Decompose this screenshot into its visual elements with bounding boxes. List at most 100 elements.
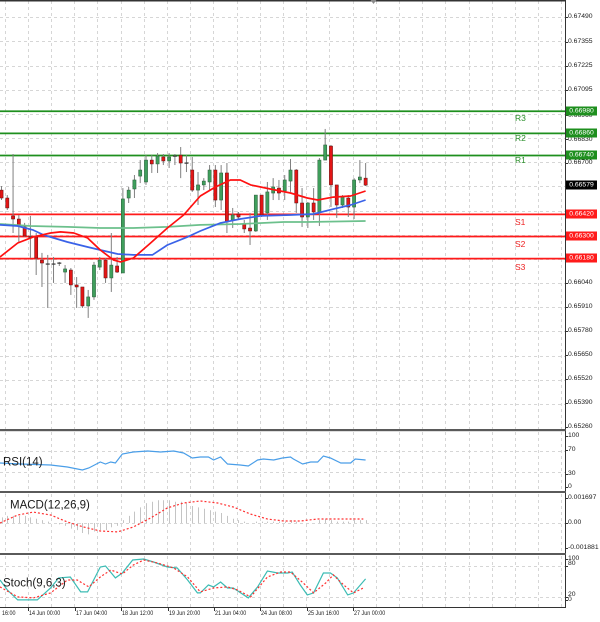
- candle: [358, 160, 362, 184]
- candle-body-bullish: [126, 189, 131, 199]
- candle: [132, 174, 137, 199]
- candle-body-bearish: [213, 169, 218, 201]
- price-axis-label: 0.65780: [568, 327, 593, 334]
- chart-shift-marker-icon[interactable]: [370, 0, 377, 4]
- candle-body-bearish: [34, 236, 39, 259]
- candle-body-bullish: [63, 268, 67, 273]
- stoch-scale-label: 80: [568, 560, 576, 567]
- candle: [167, 153, 171, 168]
- candle-doji: [57, 262, 62, 264]
- grid: [0, 1, 565, 607]
- candle: [63, 265, 67, 283]
- candle: [184, 155, 189, 173]
- price-axis-label: 0.65260: [568, 423, 593, 430]
- macd-scale-label: 0.001697: [568, 494, 597, 501]
- level-label-s1: S1: [515, 217, 526, 227]
- candle: [172, 153, 177, 166]
- candle-doji: [28, 236, 33, 238]
- candle-body-bearish: [69, 269, 73, 286]
- candle: [97, 256, 102, 271]
- candle-doji: [51, 263, 56, 265]
- candle-body-bullish: [207, 169, 212, 183]
- candle-body-bullish: [155, 155, 160, 165]
- candle-body-bearish: [190, 169, 195, 191]
- candle: [201, 178, 206, 191]
- level-label-s2: S2: [515, 239, 526, 249]
- candle-body-bearish: [329, 145, 333, 186]
- candle: [103, 258, 108, 283]
- rsi-scale-label: 100: [568, 432, 580, 439]
- candle: [126, 186, 131, 203]
- moving-average-slow: [0, 220, 366, 229]
- candle-body-bearish: [311, 202, 316, 213]
- price-axis-label: 0.65650: [568, 351, 593, 358]
- candle-body-bearish: [248, 227, 252, 232]
- candle-body-bullish: [219, 172, 223, 201]
- candle-body-bearish: [0, 189, 4, 199]
- pane-separator-rsi[interactable]: [0, 429, 566, 432]
- level-price-tag-r1: 0.66740: [566, 150, 597, 160]
- candle-body-bullish: [86, 296, 91, 307]
- candle-body-bullish: [230, 214, 235, 221]
- candle: [253, 194, 258, 232]
- level-label-s3: S3: [515, 262, 526, 272]
- price-axis-label: 0.65520: [568, 375, 593, 382]
- candle: [80, 286, 85, 308]
- candle-body-bullish: [97, 259, 102, 268]
- candle: [300, 188, 304, 227]
- candle: [0, 186, 4, 201]
- axis-ticks: [28, 17, 568, 611]
- level-price-tag-r2: 0.66860: [566, 128, 597, 138]
- current-price-tag: 0.66579: [566, 180, 597, 190]
- time-axis-label: 17 Jun 04:00: [76, 610, 108, 617]
- candle-doji: [45, 263, 50, 265]
- level-label-r1: R1: [515, 155, 526, 165]
- candle-body-bearish: [5, 197, 10, 209]
- candle: [190, 156, 195, 192]
- candle-body-bearish: [259, 194, 264, 216]
- candle-body-bearish: [16, 218, 21, 226]
- candle: [11, 153, 15, 234]
- candle-body-bullish: [167, 156, 171, 162]
- candle: [5, 195, 10, 210]
- main-price-pane[interactable]: [0, 110, 565, 318]
- candle-body-bullish: [109, 264, 114, 279]
- candle: [242, 219, 247, 234]
- candle-body-bearish: [294, 169, 299, 204]
- candle-body-bearish: [300, 202, 304, 218]
- candle-doji: [172, 155, 177, 157]
- candle: [294, 169, 299, 213]
- candle-body-bullish: [317, 159, 322, 213]
- price-axis-label: 0.67225: [568, 62, 593, 69]
- pane-borders: [0, 0, 566, 608]
- candle: [334, 184, 339, 218]
- time-axis-label: 21 Jun 04:00: [215, 610, 247, 617]
- candle-body-bullish: [282, 179, 287, 192]
- level-label-r2: R2: [515, 133, 526, 143]
- pane-separator-stoch[interactable]: [0, 553, 566, 555]
- time-axis-label: 27 Jun 00:00: [354, 610, 386, 617]
- candle-body-bearish: [149, 159, 154, 165]
- candle: [213, 165, 218, 208]
- price-axis-label: 0.66960: [568, 112, 593, 119]
- macd-histogram: [2, 500, 367, 535]
- candle: [149, 155, 154, 173]
- rsi-scale-label: 70: [568, 446, 576, 453]
- price-axis-label: 0.66040: [568, 279, 593, 286]
- level-label-r3: R3: [515, 113, 526, 123]
- candle-body-bearish: [40, 259, 44, 264]
- candle-body-bearish: [363, 177, 368, 186]
- candle: [317, 158, 322, 227]
- rsi-line: [0, 450, 366, 471]
- candle: [144, 155, 148, 185]
- level-price-tag-r3: 0.66980: [566, 106, 597, 116]
- candle-body-bullish: [323, 144, 328, 161]
- candle-body-bullish: [358, 176, 362, 181]
- candle: [92, 261, 96, 300]
- candle: [323, 128, 328, 161]
- candle-body-bearish: [74, 284, 79, 288]
- candle-body-bearish: [178, 154, 183, 164]
- pane-separator-macd[interactable]: [0, 491, 566, 493]
